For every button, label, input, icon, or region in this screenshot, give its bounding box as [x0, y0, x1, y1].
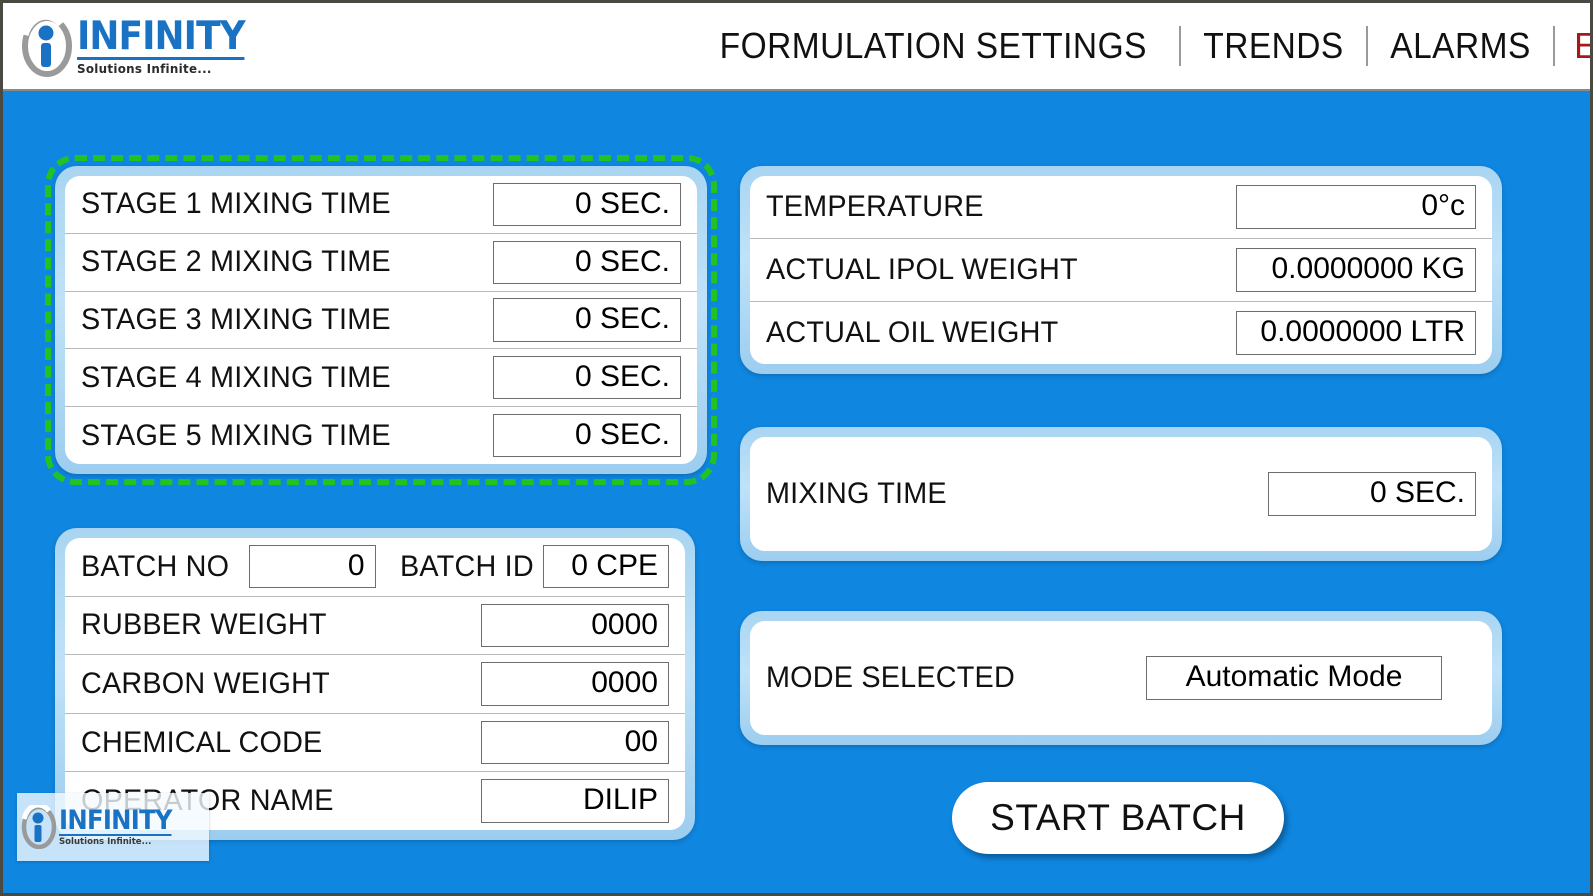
stage-3-label: STAGE 3 MIXING TIME [81, 302, 391, 336]
carbon-weight-label: CARBON WEIGHT [81, 666, 330, 700]
brand-name: INFINITY [77, 13, 246, 60]
stage-row-4[interactable]: STAGE 4 MIXING TIME 0 SEC. [65, 349, 697, 408]
stage-5-label: STAGE 5 MIXING TIME [81, 418, 391, 452]
stage-2-value[interactable]: 0 SEC. [493, 240, 681, 284]
mixing-time-value[interactable]: 0 SEC. [1268, 472, 1476, 516]
nav-item-trends[interactable]: TRENDS [1203, 25, 1345, 66]
brand-tagline: Solutions Infinite... [77, 60, 212, 76]
actual-ipol-weight-value: 0.0000000 KG [1236, 248, 1476, 292]
temperature-value: 0°c [1236, 185, 1476, 229]
stage-mixing-time-panel: STAGE 1 MIXING TIME 0 SEC. STAGE 2 MIXIN… [55, 166, 707, 474]
batch-id-label: BATCH ID [399, 549, 534, 583]
nav-separator [1553, 26, 1556, 66]
batch-details-panel: BATCH NO 0 BATCH ID 0 CPE RUBBER WEIGHT … [55, 528, 695, 840]
batch-id-value[interactable]: 0 CPE [542, 545, 669, 589]
stage-4-label: STAGE 4 MIXING TIME [81, 360, 391, 394]
watermark-text: INFINITY Solutions Infinite... [59, 807, 184, 847]
main-navigation: FORMULATION SETTINGS TRENDS ALARMS EXIT [703, 25, 1590, 67]
stage-1-label: STAGE 1 MIXING TIME [81, 187, 391, 221]
temperature-label: TEMPERATURE [766, 190, 984, 223]
brand-text: INFINITY Solutions Infinite... [77, 17, 259, 76]
infinity-person-icon [21, 802, 57, 850]
rubber-weight-label: RUBBER WEIGHT [81, 608, 327, 642]
carbon-weight-value[interactable]: 0000 [481, 662, 669, 706]
mode-selected-panel: MODE SELECTED Automatic Mode [740, 611, 1502, 745]
brand-logo: INFINITY Solutions Infinite... [21, 12, 259, 77]
watermark-brand-name: INFINITY [59, 805, 173, 836]
stage-3-value[interactable]: 0 SEC. [493, 298, 681, 342]
chemical-code-label: CHEMICAL CODE [81, 725, 323, 759]
nav-separator [1179, 26, 1182, 66]
chemical-code-value[interactable]: 00 [481, 720, 669, 765]
actual-oil-weight-row: ACTUAL OIL WEIGHT 0.0000000 LTR [750, 302, 1492, 364]
rubber-weight-row[interactable]: RUBBER WEIGHT 0000 [65, 597, 685, 656]
batch-no-value[interactable]: 0 [249, 545, 376, 589]
mode-selected-row[interactable]: MODE SELECTED Automatic Mode [750, 621, 1492, 735]
stage-row-1[interactable]: STAGE 1 MIXING TIME 0 SEC. [65, 176, 697, 234]
actual-ipol-weight-label: ACTUAL IPOL WEIGHT [766, 253, 1078, 286]
stage-2-label: STAGE 2 MIXING TIME [81, 245, 391, 279]
operator-name-value[interactable]: DILIP [481, 779, 669, 823]
stage-1-value[interactable]: 0 SEC. [493, 182, 681, 227]
rubber-weight-value[interactable]: 0000 [481, 603, 669, 648]
nav-item-formulation-settings[interactable]: FORMULATION SETTINGS [719, 25, 1147, 66]
actual-ipol-weight-row: ACTUAL IPOL WEIGHT 0.0000000 KG [750, 239, 1492, 302]
stage-row-3[interactable]: STAGE 3 MIXING TIME 0 SEC. [65, 292, 697, 350]
carbon-weight-row[interactable]: CARBON WEIGHT 0000 [65, 655, 685, 714]
nav-item-alarms[interactable]: ALARMS [1390, 25, 1532, 66]
actual-oil-weight-value: 0.0000000 LTR [1236, 311, 1476, 355]
stage-row-2[interactable]: STAGE 2 MIXING TIME 0 SEC. [65, 234, 697, 292]
stage-4-value[interactable]: 0 SEC. [493, 356, 681, 400]
process-readout-panel: TEMPERATURE 0°c ACTUAL IPOL WEIGHT 0.000… [740, 166, 1502, 374]
watermark-brand-tagline: Solutions Infinite... [59, 837, 152, 847]
mixing-time-label: MIXING TIME [766, 477, 947, 510]
actual-oil-weight-label: ACTUAL OIL WEIGHT [766, 316, 1059, 349]
app-header: INFINITY Solutions Infinite... FORMULATI… [3, 3, 1590, 91]
chemical-code-row[interactable]: CHEMICAL CODE 00 [65, 714, 685, 773]
temperature-row: TEMPERATURE 0°c [750, 176, 1492, 239]
mode-selected-label: MODE SELECTED [766, 661, 1015, 694]
batch-identity-row[interactable]: BATCH NO 0 BATCH ID 0 CPE [65, 538, 685, 597]
mixing-time-row[interactable]: MIXING TIME 0 SEC. [750, 437, 1492, 551]
brand-watermark: INFINITY Solutions Infinite... [17, 793, 209, 861]
stage-row-5[interactable]: STAGE 5 MIXING TIME 0 SEC. [65, 407, 697, 464]
nav-separator [1366, 26, 1369, 66]
batch-no-label: BATCH NO [81, 549, 230, 583]
mixing-time-panel: MIXING TIME 0 SEC. [740, 427, 1502, 561]
nav-item-exit[interactable]: EXIT [1559, 25, 1590, 67]
infinity-person-icon [21, 12, 73, 77]
stage-5-value[interactable]: 0 SEC. [493, 413, 681, 458]
start-batch-button[interactable]: START BATCH [952, 782, 1284, 854]
mode-selected-value[interactable]: Automatic Mode [1146, 656, 1442, 700]
